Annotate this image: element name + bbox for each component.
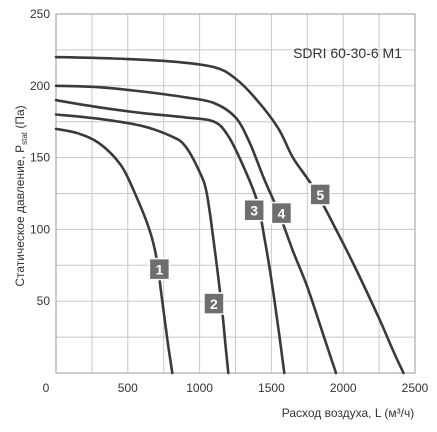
x-axis-title: Расход воздуха, L (м³/ч): [282, 406, 415, 420]
y-axis-title: Статическое давление, Pstat (Па): [13, 105, 29, 286]
model-label: SDRI 60-30-6 M1: [293, 45, 402, 61]
y-tick-label: 100: [30, 222, 50, 236]
y-tick-label: 250: [30, 7, 50, 21]
curve-labels: 1 2 3 4 5: [148, 183, 331, 315]
grid: [55, 13, 416, 374]
curve-5: [54, 55, 405, 375]
curve-label-1: 1: [155, 262, 163, 278]
curve-label-box-3: [243, 198, 265, 222]
x-tick-labels: 0 500 1000 1500 2000 2500: [43, 381, 429, 395]
x-tick-label: 500: [118, 381, 138, 395]
curve-label-box-5: [309, 183, 331, 206]
curve-1: [54, 127, 174, 375]
curve-label-4: 4: [278, 206, 286, 222]
y-axis-title-unit: (Па): [13, 105, 27, 132]
curve-label-box-2: [203, 292, 225, 315]
curve-label-5: 5: [316, 187, 324, 203]
curve-2: [54, 113, 230, 375]
x-tick-label: 1500: [258, 381, 285, 395]
y-axis-title-main: Статическое давление, P: [13, 145, 27, 287]
plot-border: [55, 13, 416, 374]
x-tick-label: 1000: [186, 381, 213, 395]
curve-label-box-4: [270, 201, 293, 225]
y-tick-labels: 50 100 150 200 250: [30, 7, 50, 308]
y-tick-label: 150: [30, 151, 50, 165]
curve-3: [54, 98, 286, 375]
y-tick-label: 200: [30, 79, 50, 93]
curve-label-3: 3: [250, 203, 258, 219]
curves: [54, 55, 405, 375]
x-tick-label: 2500: [402, 381, 429, 395]
curve-label-2: 2: [210, 296, 218, 312]
y-axis-title-sub: stat: [20, 131, 29, 145]
curve-label-box-1: [148, 257, 171, 281]
x-tick-label: 0: [43, 381, 50, 395]
x-tick-label: 2000: [330, 381, 357, 395]
y-tick-label: 50: [37, 294, 51, 308]
curve-4: [54, 84, 338, 375]
